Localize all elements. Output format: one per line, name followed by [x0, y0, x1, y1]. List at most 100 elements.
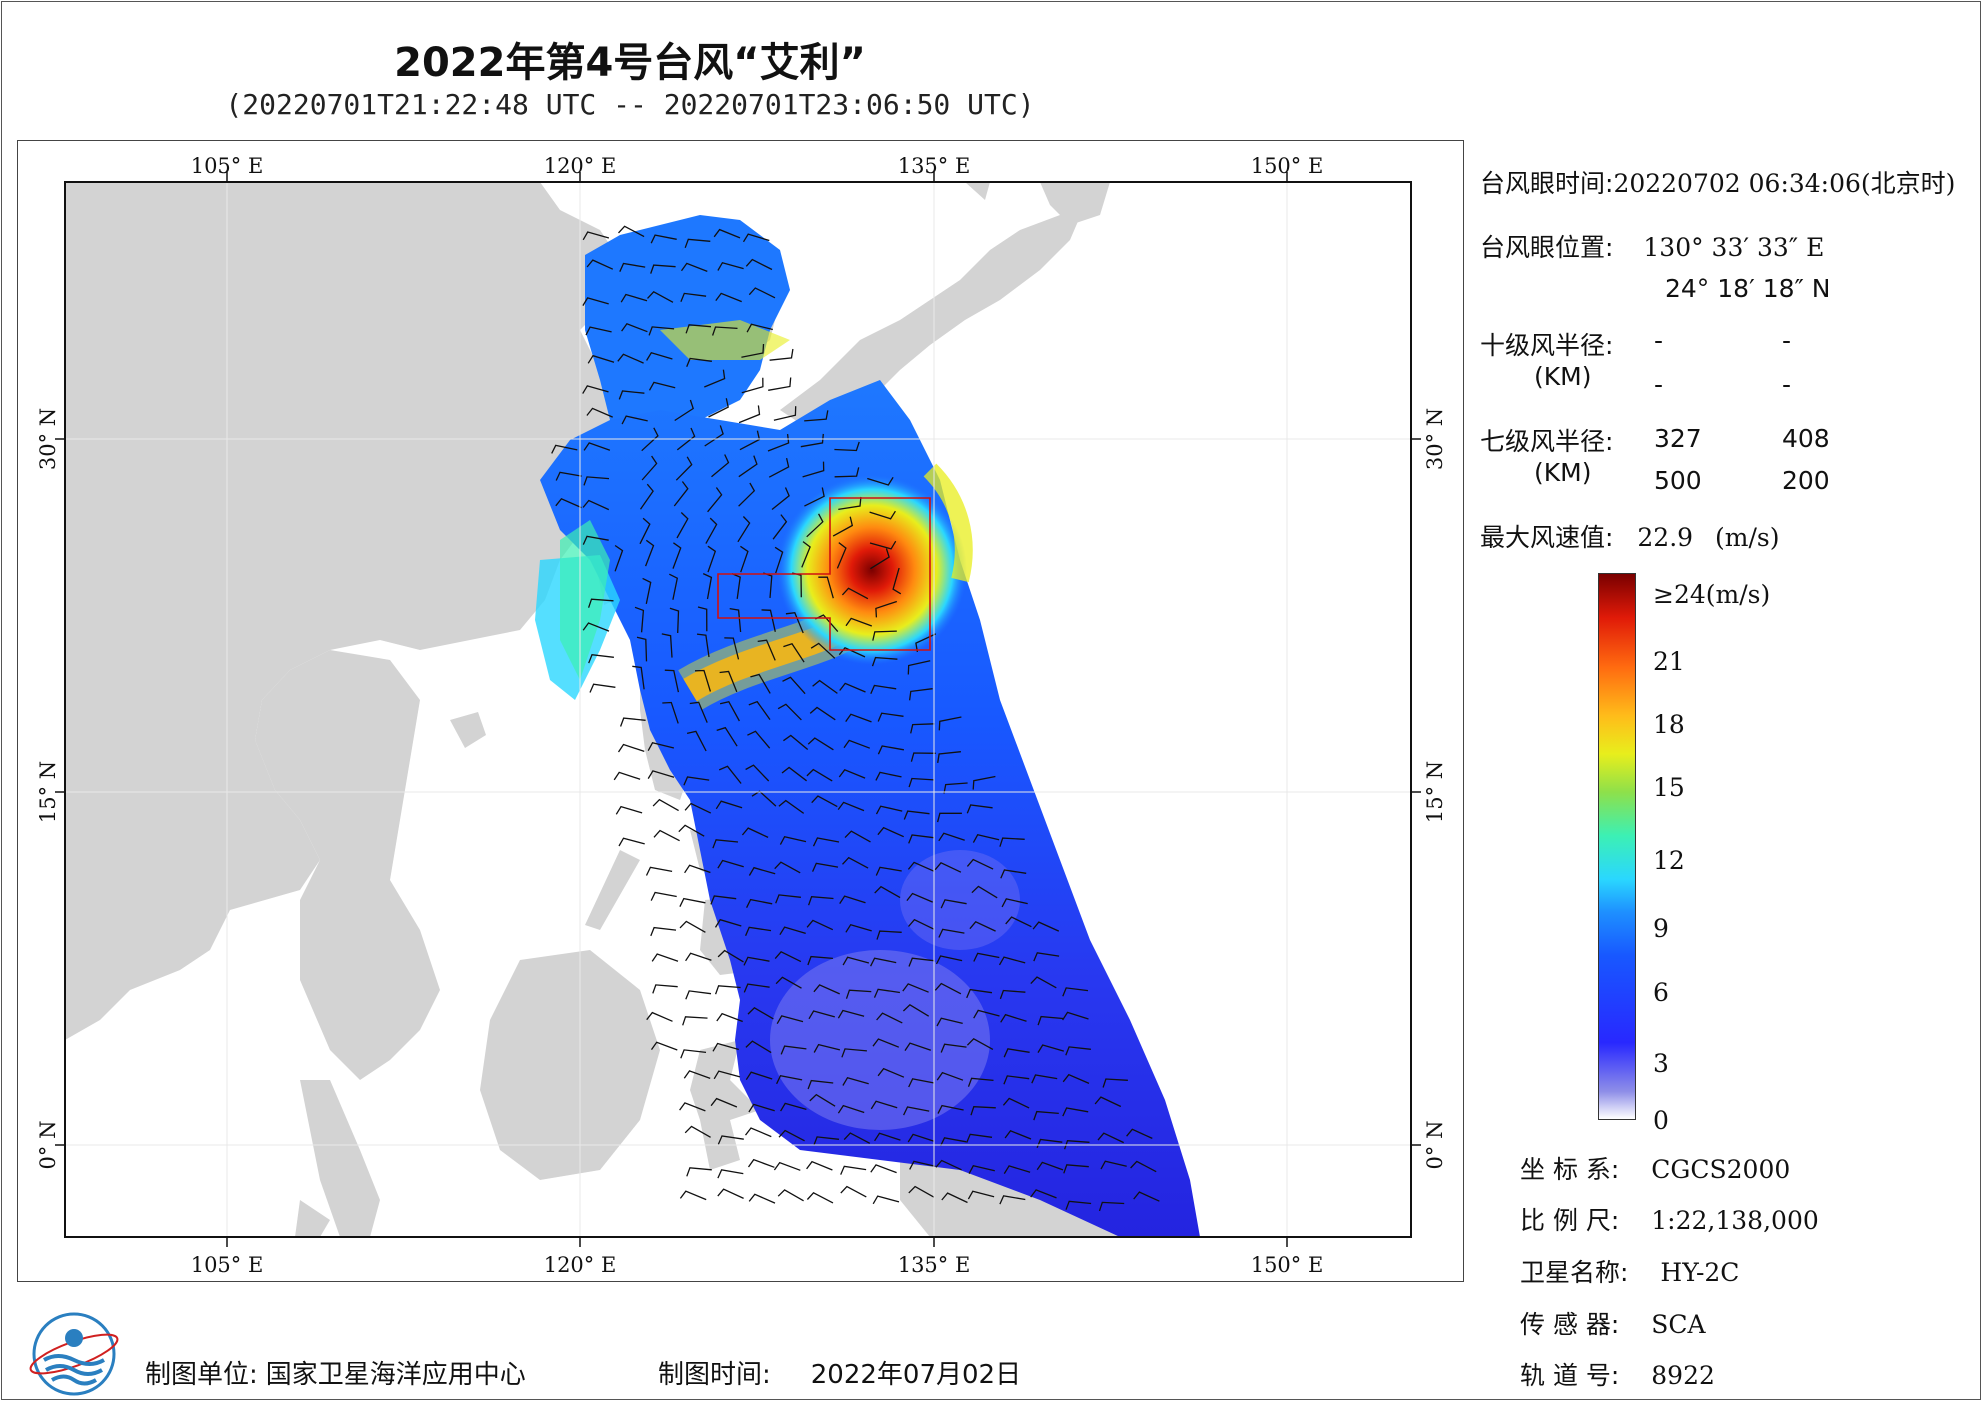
wind-barb	[936, 1071, 964, 1081]
wind-barb	[779, 835, 807, 845]
borneo	[480, 950, 660, 1180]
wind-barb	[707, 545, 717, 573]
wind-barb	[717, 1169, 744, 1179]
wind-barb	[778, 799, 805, 814]
wind-barb	[1100, 1160, 1127, 1170]
wind-barb	[1097, 1132, 1124, 1144]
wind-barb	[1130, 1160, 1157, 1173]
wind-barb	[870, 1100, 898, 1110]
wind-barb	[618, 837, 645, 847]
eye-time-row: 台风眼时间:20220702 06:34:06(北京时)	[1480, 164, 1955, 200]
wind-barb	[872, 1038, 900, 1048]
wind-barb	[682, 1016, 708, 1026]
wind-barb	[676, 512, 689, 539]
wind-barb	[1102, 1078, 1128, 1088]
wind-barb	[634, 606, 645, 633]
wind-barb	[776, 1074, 803, 1085]
orbit-label: 轨 道 号:	[1520, 1361, 1620, 1390]
wind-barb	[708, 398, 729, 418]
lat-label-right: 0° N	[1423, 1121, 1447, 1170]
wind-barb	[840, 1165, 867, 1175]
r7-value-nw: 200	[1782, 466, 1830, 495]
wind-barb	[892, 567, 902, 595]
wind-barb	[804, 410, 829, 422]
swath-west-edge	[560, 520, 610, 680]
eye-time-label: 台风眼时间:	[1480, 169, 1614, 198]
wind-barb	[783, 734, 809, 751]
wind-barb	[1030, 1189, 1057, 1199]
wind-barb	[674, 399, 694, 422]
wind-barb	[967, 1077, 994, 1087]
wind-barb	[680, 1049, 707, 1059]
wind-barb	[738, 455, 758, 478]
wind-barb	[621, 415, 648, 425]
wind-barb	[582, 499, 610, 511]
wind-barb	[777, 1189, 804, 1202]
wind-barb	[582, 385, 609, 394]
eye-time-value: 20220702 06:34:06(北京时)	[1613, 169, 1956, 198]
wind-barb	[935, 955, 963, 965]
eye-position-row: 台风眼位置: 130° 33′ 33″ E	[1480, 228, 1824, 264]
wind-barb	[707, 487, 723, 513]
date-value: 2022年07月02日	[810, 1360, 1022, 1390]
wind-barb	[1033, 1110, 1059, 1121]
wind-barb	[673, 481, 689, 507]
wind-barb	[747, 1158, 775, 1168]
wind-barb	[842, 856, 869, 869]
wind-barb	[970, 1106, 996, 1116]
wind-barb	[1062, 987, 1089, 997]
wind-barb	[1031, 1074, 1058, 1084]
wind-barb	[1003, 1048, 1030, 1058]
wind-barb	[908, 918, 935, 930]
wind-barb	[717, 1188, 744, 1199]
colorbar-top-label: ≥24(m/s)	[1653, 580, 1771, 609]
colorbar-label: 18	[1653, 710, 1685, 739]
wind-barb	[874, 885, 901, 899]
wind-barb	[617, 743, 645, 753]
wind-barb	[806, 1160, 833, 1171]
satellite-row: 卫星名称: HY-2C	[1520, 1253, 1739, 1289]
wind-barb	[712, 1042, 739, 1052]
wind-barb	[1001, 898, 1028, 908]
wind-barb	[838, 496, 862, 511]
wind-barb	[1062, 1011, 1089, 1021]
wind-barb	[711, 326, 738, 336]
r7-value-se: 408	[1782, 424, 1830, 453]
org-value: 国家卫星海洋应用中心	[265, 1360, 526, 1390]
wind-barb	[834, 467, 860, 478]
wind-barb	[1065, 1046, 1091, 1056]
wind-barb	[1004, 1130, 1032, 1140]
wind-barb	[812, 679, 838, 694]
wind-barb	[713, 228, 741, 239]
wind-barb	[644, 539, 655, 567]
wind-barb	[871, 656, 898, 667]
wind-barb	[680, 262, 708, 273]
coord-system-value: CGCS2000	[1651, 1155, 1791, 1184]
r7-value-ne: 327	[1654, 424, 1702, 453]
wind-barb	[680, 292, 707, 302]
r10-label: 十级风半径:	[1480, 331, 1614, 360]
wind-barb	[748, 287, 776, 299]
wind-barb	[639, 517, 651, 545]
wind-barb	[838, 647, 866, 658]
wind-barb	[684, 864, 711, 874]
wind-barb	[773, 406, 797, 421]
wind-barb	[966, 804, 993, 814]
wind-barb	[583, 442, 611, 451]
wind-barb	[748, 1193, 776, 1204]
wind-barb	[742, 233, 770, 243]
wind-barb	[937, 751, 961, 764]
wind-barb	[748, 866, 776, 876]
wind-barb	[724, 637, 740, 660]
wind-barb	[679, 1190, 707, 1201]
wind-barb	[998, 956, 1026, 966]
wind-barb	[618, 390, 645, 400]
lon-label-top: 135° E	[898, 154, 971, 178]
wind-barb	[641, 455, 658, 481]
wind-speed-colorbar	[1598, 573, 1636, 1120]
wind-barb	[715, 292, 742, 303]
wind-barb	[870, 548, 890, 570]
wind-barb	[774, 861, 801, 874]
lon-label-bottom: 105° E	[191, 1253, 264, 1277]
wind-barb	[719, 700, 740, 722]
